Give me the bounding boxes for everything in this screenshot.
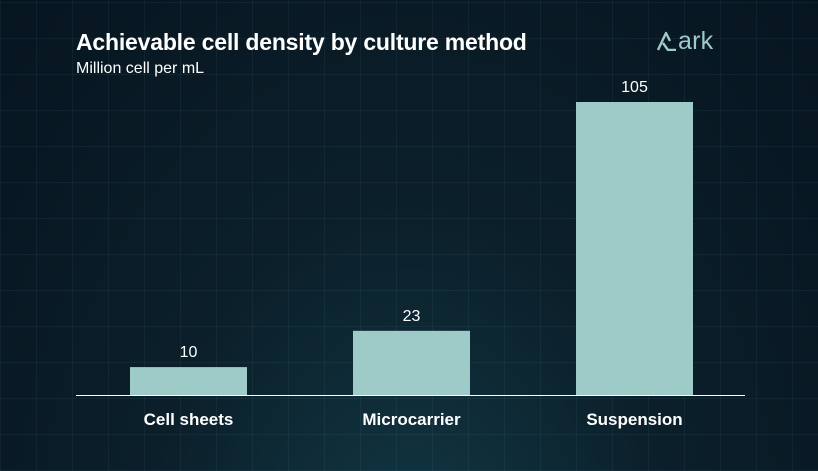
data-label-cell-sheets: 10	[180, 344, 198, 361]
logo-text: ark	[678, 27, 714, 55]
ark-logo-icon	[657, 31, 676, 51]
category-label-suspension: Suspension	[586, 410, 682, 429]
bar-suspension	[576, 102, 693, 395]
chart-title: Achievable cell density by culture metho…	[76, 29, 527, 55]
bars-group	[130, 102, 693, 395]
labels-group: 10 Cell sheets 23 Microcarrier 105 Suspension	[144, 79, 683, 429]
category-label-microcarrier: Microcarrier	[362, 410, 461, 429]
data-label-suspension: 105	[621, 79, 648, 96]
bar-cell-sheets	[130, 367, 247, 395]
category-label-cell-sheets: Cell sheets	[144, 410, 234, 429]
bar-microcarrier	[353, 330, 470, 395]
data-label-microcarrier: 23	[403, 308, 421, 325]
chart-subtitle: Million cell per mL	[76, 60, 205, 77]
ark-logo: ark	[657, 27, 713, 55]
